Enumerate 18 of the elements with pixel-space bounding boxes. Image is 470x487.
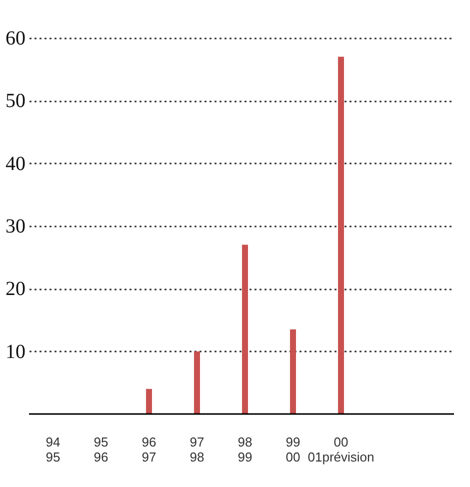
y-tick-label: 30	[6, 216, 26, 238]
bar	[194, 351, 200, 414]
y-tick-label: 10	[6, 340, 26, 363]
bar	[146, 388, 152, 414]
y-tick-label: 40	[6, 152, 26, 175]
y-tick-label: 60	[6, 28, 26, 50]
x-tick-label: 97 98	[190, 434, 204, 464]
x-tick-label: 99 00	[286, 434, 300, 464]
bar	[242, 244, 248, 414]
x-tick-label: 00 01prévision	[308, 434, 374, 464]
y-tick-label: 50	[6, 90, 26, 112]
x-tick-label: 96 97	[142, 434, 156, 464]
y-tick-label: 20	[6, 278, 26, 300]
x-tick-label: 94 95	[46, 434, 60, 464]
x-tick-label: 95 96	[94, 434, 108, 464]
bar	[290, 329, 296, 414]
bar	[338, 56, 344, 414]
x-tick-label: 98 99	[238, 434, 252, 464]
